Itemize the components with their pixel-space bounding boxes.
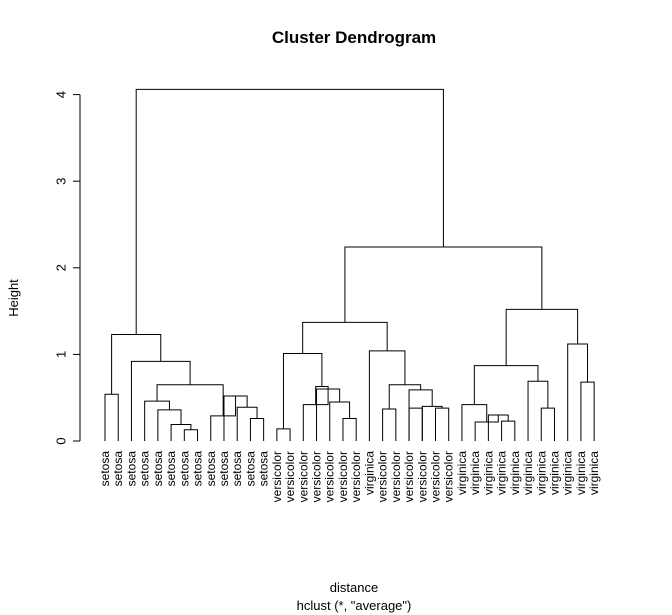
dendrogram-link <box>104 393 119 441</box>
leaf-label: virginica <box>574 451 588 495</box>
y-tick-label: 0 <box>53 437 68 444</box>
dendrogram-link <box>388 384 422 409</box>
dendrogram-link <box>527 380 549 441</box>
chart-title: Cluster Dendrogram <box>272 28 436 47</box>
y-tick-label: 4 <box>53 91 68 98</box>
leaf-label: setosa <box>204 451 218 487</box>
dendrogram-link <box>236 406 258 441</box>
leaf-label: virginica <box>508 451 522 495</box>
y-tick-label: 2 <box>53 264 68 271</box>
dendrogram-link <box>276 428 291 441</box>
dendrogram-link <box>183 429 199 441</box>
dendrogram-link <box>435 407 450 441</box>
dendrogram-link <box>342 417 357 441</box>
leaf-label: versicolor <box>310 451 324 502</box>
leaf-label: virginica <box>455 451 469 495</box>
leaf-label: versicolor <box>389 451 403 502</box>
leaf-label: versicolor <box>349 451 363 502</box>
leaf-label: setosa <box>177 451 191 487</box>
dendrogram-link <box>505 308 579 366</box>
dendrogram-link <box>111 333 162 395</box>
dendrogram-link <box>329 401 351 441</box>
leaf-label: versicolor <box>296 451 310 502</box>
leaf-label: virginica <box>534 451 548 495</box>
leaf-label: virginica <box>547 451 561 495</box>
leaf-label: setosa <box>191 451 205 487</box>
x-axis-label: distance <box>330 580 378 595</box>
leaf-label: virginica <box>521 451 535 495</box>
leaf-label: setosa <box>257 451 271 487</box>
leaf-label: versicolor <box>323 451 337 502</box>
dendrogram-link <box>540 407 555 441</box>
dendrogram-link <box>368 350 406 441</box>
leaf-label: setosa <box>217 451 231 487</box>
leaf-label: setosa <box>243 451 257 487</box>
leaf-label: virginica <box>362 451 376 495</box>
dendrogram-tree <box>104 88 595 441</box>
dendrogram-link <box>344 246 543 323</box>
leaf-label: setosa <box>151 451 165 487</box>
leaf-label: virginica <box>587 451 601 495</box>
leaf-label: versicolor <box>283 451 297 502</box>
dendrogram-link <box>249 417 265 441</box>
dendrogram-link <box>144 400 170 441</box>
dendrogram-link <box>567 343 589 441</box>
leaf-label: virginica <box>468 451 482 495</box>
dendrogram-link <box>408 407 423 441</box>
leaf-label: versicolor <box>429 451 443 502</box>
leaf-label: virginica <box>481 451 495 495</box>
leaf-label: setosa <box>164 451 178 487</box>
dendrogram-link <box>156 384 224 416</box>
dendrogram-link <box>501 420 516 441</box>
leaf-label: virginica <box>561 451 575 495</box>
y-tick-label: 1 <box>53 351 68 358</box>
leaf-label: setosa <box>138 451 152 487</box>
leaf-label: versicolor <box>270 451 284 502</box>
leaf-label: setosa <box>111 451 125 487</box>
dendrogram-link <box>580 381 595 441</box>
leaf-label: versicolor <box>415 451 429 502</box>
method-sublabel: hclust (*, "average") <box>297 598 412 613</box>
leaf-label: versicolor <box>402 451 416 502</box>
dendrogram-link <box>408 389 433 441</box>
leaf-label: virginica <box>495 451 509 495</box>
leaf-label: versicolor <box>336 451 350 502</box>
y-axis: 0 1 2 3 4 <box>53 91 81 445</box>
y-axis-label: Height <box>6 279 21 317</box>
dendrogram-link <box>461 404 488 441</box>
y-tick-label: 3 <box>53 178 68 185</box>
leaf-label: versicolor <box>376 451 390 502</box>
dendrogram-link <box>421 405 443 441</box>
leaf-label: setosa <box>98 451 112 487</box>
leaf-label: versicolor <box>442 451 456 502</box>
leaf-label: setosa <box>230 451 244 487</box>
dendrogram-link <box>170 424 192 441</box>
dendrogram-link <box>157 409 182 441</box>
dendrogram-link <box>302 321 388 354</box>
dendrogram-link <box>135 88 444 335</box>
dendrogram-link <box>382 408 397 441</box>
leaf-labels: setosa setosa setosa setosa setosa setosa seto… <box>98 451 601 503</box>
leaf-label: setosa <box>124 451 138 487</box>
